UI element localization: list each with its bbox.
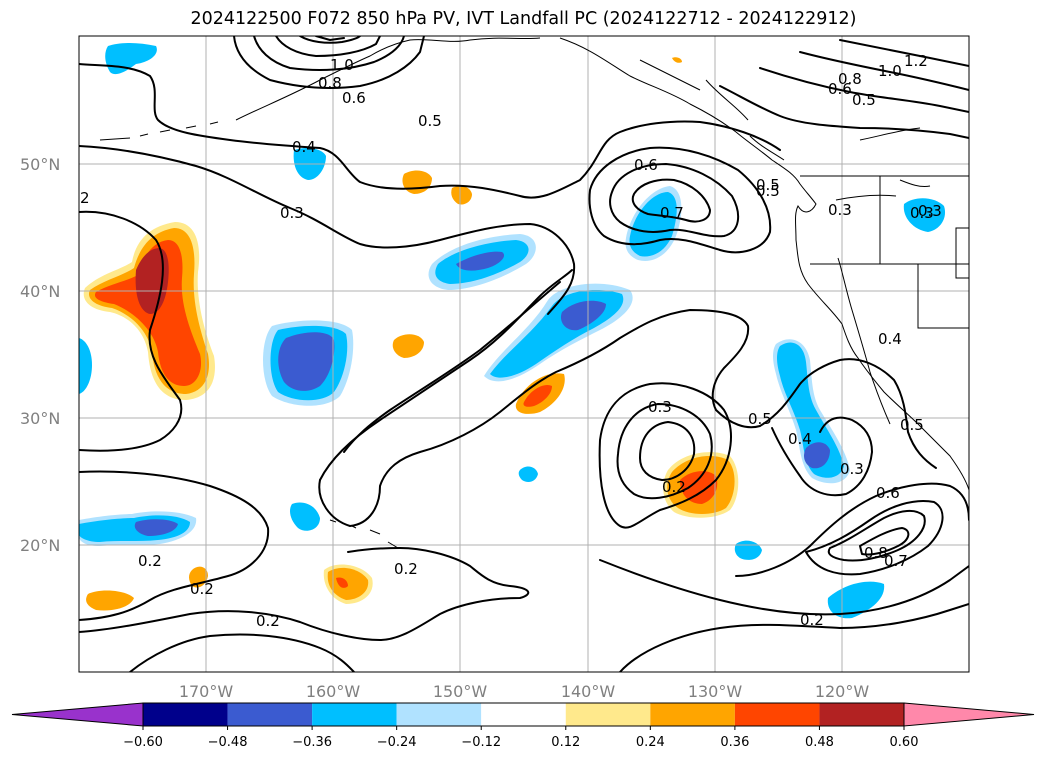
lon-label-130w: 130°W — [688, 682, 743, 701]
contour-label: 0.4 — [292, 138, 316, 156]
colorbar-tick-label: −0.36 — [292, 735, 332, 750]
contour-label: 0.5 — [852, 91, 876, 109]
colorbar-segment — [481, 703, 566, 726]
contour-label: 0.6 — [634, 156, 658, 174]
negative-anomaly-122w — [773, 339, 850, 484]
map-title: 2024122500 F072 850 hPa PV, IVT Landfall… — [190, 9, 857, 29]
contour-label: 0.7 — [884, 552, 908, 570]
lon-label-170w: 170°W — [179, 682, 234, 701]
colorbar-tick-label: −0.12 — [461, 735, 501, 750]
lat-label-30n: 30°N — [20, 409, 60, 428]
contour-label: 0.8 — [838, 70, 862, 88]
contour-label: 1.0 — [878, 62, 902, 80]
colorbar-extend-max — [903, 702, 1035, 727]
contour-label: 0.4 — [788, 430, 812, 448]
pv-shading — [79, 43, 946, 619]
latitude-labels: 50°N 40°N 30°N 20°N — [20, 155, 60, 555]
contour-label: 0.5 — [756, 182, 780, 200]
colorbar-tick-label: −0.24 — [377, 735, 417, 750]
contour-label: 0.2 — [190, 580, 214, 598]
map-frame — [78, 35, 970, 673]
contour-label: 1.2 — [904, 52, 928, 70]
negative-anomaly-134w — [625, 186, 682, 261]
map-gridlines — [79, 36, 969, 672]
lon-label-160w: 160°W — [306, 682, 361, 701]
contour-label: 0.5 — [418, 112, 442, 130]
contour-label: 0.2 — [138, 552, 162, 570]
contour-label: 0.3 — [648, 398, 672, 416]
colorbar: −0.60 −0.48 −0.36 −0.24 −0.12 0.12 0.24 0.36 0.4… — [11, 702, 1035, 750]
colorbar-tick-label: 0.24 — [636, 735, 665, 750]
negative-anomaly-148w — [428, 234, 536, 290]
negative-anomaly-edge — [79, 338, 92, 394]
lon-label-120w: 120°W — [815, 682, 870, 701]
colorbar-extend-min — [11, 702, 144, 727]
contour-label: 0.2 — [394, 560, 418, 578]
coastlines — [99, 37, 969, 549]
colorbar-segment — [143, 703, 228, 726]
colorbar-segment — [650, 703, 735, 726]
colorbar-segment — [819, 703, 904, 726]
contour-label: 0.5 — [900, 416, 924, 434]
positive-anomaly-c — [392, 334, 424, 358]
positive-anomaly-b — [451, 186, 472, 205]
lat-label-20n: 20°N — [20, 536, 60, 555]
contour-label: 0.3 — [280, 204, 304, 222]
ivt-contours — [79, 36, 969, 672]
colorbar-tick-label: 0.36 — [720, 735, 749, 750]
contour-label: 0.5 — [748, 410, 772, 428]
negative-anomaly-i — [290, 502, 320, 531]
negative-anomaly-160w — [263, 320, 354, 406]
contour-label: 0.8 — [864, 544, 888, 562]
colorbar-tick-label: 0.60 — [890, 735, 919, 750]
colorbar-segment — [396, 703, 482, 726]
contour-label: 0.7 — [660, 204, 684, 222]
contour-label: 1.0 — [330, 56, 354, 74]
contour-label: 2 — [80, 189, 90, 207]
contour-label: 0.8 — [318, 74, 342, 92]
lat-label-50n: 50°N — [20, 155, 60, 174]
longitude-labels: 170°W 160°W 150°W 140°W 130°W 120°W — [179, 682, 870, 701]
colorbar-segment — [565, 703, 651, 726]
contour-label: 0.3 — [840, 460, 864, 478]
colorbar-segment — [312, 703, 397, 726]
lon-label-150w: 150°W — [433, 682, 488, 701]
positive-anomaly-h — [672, 57, 682, 63]
positive-anomaly-f — [86, 590, 134, 611]
contour-label: 0.3 — [828, 201, 852, 219]
contour-label: 0.6 — [828, 80, 852, 98]
contour-label: 0.2 — [800, 611, 824, 629]
contour-label: 0.5 — [756, 176, 780, 194]
positive-anomaly-west — [83, 222, 215, 400]
contour-label: 0.3 — [918, 202, 942, 220]
contour-label: 0.6 — [876, 484, 900, 502]
contour-label: 0.3 — [910, 204, 934, 222]
colorbar-tick-label: −0.48 — [208, 735, 248, 750]
colorbar-tick-label: −0.60 — [123, 735, 163, 750]
lon-label-140w: 140°W — [561, 682, 616, 701]
contour-label: 0.2 — [662, 478, 686, 496]
negative-anomaly-140w — [484, 283, 633, 382]
contour-label: 0.4 — [878, 330, 902, 348]
colorbar-tick-label: 0.48 — [805, 735, 834, 750]
contour-labels: 2 1.0 0.8 0.6 0.5 0.4 0.3 0.6 0.7 0.5 0.… — [80, 52, 942, 630]
contour-label: 0.2 — [256, 612, 280, 630]
colorbar-outline — [142, 702, 905, 727]
lat-label-40n: 40°N — [20, 282, 60, 301]
colorbar-segment — [227, 703, 313, 726]
positive-anomaly-d — [515, 373, 565, 414]
colorbar-tick-label: 0.12 — [551, 735, 580, 750]
negative-anomaly-115w — [903, 198, 946, 232]
positive-anomaly-e — [323, 564, 373, 604]
colorbar-segment — [734, 703, 820, 726]
negative-anomaly-west-20n — [79, 511, 197, 546]
negative-anomaly-j — [518, 466, 538, 482]
contour-label: 0.6 — [342, 89, 366, 107]
